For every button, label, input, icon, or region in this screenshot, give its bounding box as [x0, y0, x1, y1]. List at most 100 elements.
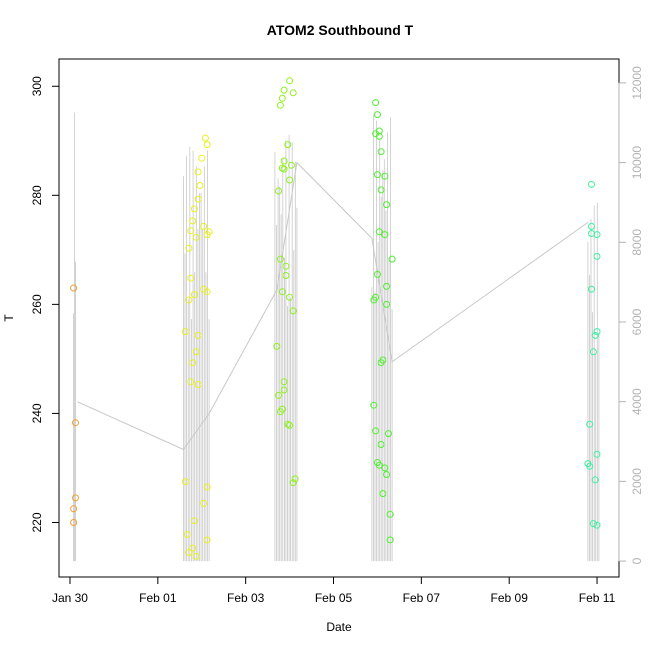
- data-point: [593, 328, 601, 336]
- data-point: [187, 274, 195, 282]
- data-point: [289, 307, 297, 315]
- data-point: [291, 475, 299, 483]
- x-axis: Jan 30 Feb 01 Feb 03 Feb 05 Feb 07 Feb 09 Feb …: [52, 576, 616, 605]
- data-point: [203, 536, 211, 544]
- data-point: [194, 331, 202, 339]
- data-point: [377, 359, 385, 367]
- data-point: [194, 195, 202, 203]
- data-point: [377, 148, 385, 156]
- data-point: [375, 228, 383, 236]
- data-point: [384, 430, 392, 438]
- trace-cluster: [73, 112, 76, 562]
- data-point: [373, 111, 381, 119]
- y-tick-label-left: 280: [30, 185, 44, 205]
- data-point: [589, 348, 597, 356]
- data-point: [377, 186, 385, 194]
- plot-area-frame: [58, 58, 620, 578]
- data-point: [189, 359, 197, 367]
- data-point: [381, 231, 389, 239]
- data-point: [381, 464, 389, 472]
- data-point: [205, 228, 213, 236]
- data-point: [388, 255, 396, 263]
- x-tick-label: Feb 11: [579, 591, 616, 605]
- y-tick-label-right: 0: [630, 557, 644, 564]
- data-point: [181, 478, 189, 486]
- x-tick-label: Feb 09: [491, 591, 529, 605]
- data-point: [192, 552, 200, 560]
- y-axis-right: 0 2000 4000 6000 8000 10000 12000: [618, 66, 644, 564]
- data-point: [190, 291, 198, 299]
- data-point: [276, 408, 284, 416]
- x-tick-label: Feb 07: [403, 591, 441, 605]
- right-axis-trace: [73, 112, 600, 562]
- data-point: [198, 154, 206, 162]
- trace-cluster: [274, 134, 298, 562]
- data-point: [185, 549, 193, 556]
- chart-title: ATOM2 Southbound T: [267, 22, 414, 38]
- data-point: [593, 521, 601, 529]
- data-point: [586, 462, 594, 470]
- y-tick-label-left: 220: [30, 512, 44, 532]
- data-point: [278, 94, 286, 102]
- data-point: [203, 141, 211, 149]
- data-point: [372, 427, 380, 435]
- data-point: [588, 230, 595, 237]
- data-point: [370, 401, 378, 409]
- data-point: [194, 381, 202, 388]
- y-tick-label-right: 12000: [630, 66, 644, 100]
- data-point: [72, 494, 79, 502]
- data-point: [386, 536, 394, 544]
- y-tick-label-right: 6000: [630, 308, 644, 335]
- data-point: [372, 99, 380, 107]
- data-point: [189, 544, 197, 552]
- trace-connector-line: [77, 161, 589, 451]
- data-point: [192, 233, 200, 241]
- data-point: [284, 141, 292, 149]
- data-point: [70, 284, 78, 292]
- y-tick-label-right: 8000: [630, 229, 644, 256]
- trace-cluster: [183, 146, 210, 562]
- x-tick-label: Jan 30: [52, 591, 88, 605]
- data-point: [593, 252, 601, 260]
- data-point: [280, 86, 288, 94]
- data-point: [189, 217, 197, 225]
- x-tick-label: Feb 01: [139, 591, 177, 605]
- data-point: [377, 441, 385, 448]
- x-tick-label: Feb 05: [315, 591, 353, 605]
- data-point: [203, 288, 211, 296]
- data-point: [591, 476, 599, 484]
- data-point: [187, 378, 195, 386]
- data-point: [375, 132, 383, 140]
- data-point: [200, 499, 208, 507]
- data-point: [280, 386, 288, 394]
- data-point: [185, 244, 193, 252]
- data-point: [386, 510, 394, 518]
- data-point: [201, 134, 209, 142]
- data-point: [370, 296, 378, 304]
- y-axis-left: 220 240 260 280 300: [30, 76, 60, 532]
- data-point: [586, 420, 594, 428]
- data-point: [190, 205, 198, 213]
- data-point: [286, 293, 294, 301]
- data-point: [379, 490, 387, 498]
- data-point: [275, 391, 283, 399]
- data-point: [383, 201, 391, 209]
- data-point: [383, 300, 391, 308]
- data-point: [289, 479, 297, 487]
- data-point: [287, 161, 295, 169]
- data-point: [200, 222, 208, 230]
- data-point: [72, 419, 79, 427]
- data-point: [275, 187, 283, 195]
- data-point: [70, 505, 78, 513]
- x-axis-title: Date: [326, 620, 352, 634]
- data-point: [383, 471, 391, 478]
- data-point: [187, 227, 195, 235]
- data-point: [194, 168, 202, 176]
- y-tick-label-right: 4000: [630, 388, 644, 415]
- data-point: [183, 531, 191, 538]
- y-tick-label-left: 260: [30, 294, 44, 314]
- y-axis-title: T: [2, 314, 16, 322]
- y-tick-label-left: 240: [30, 403, 44, 423]
- data-point: [276, 255, 284, 263]
